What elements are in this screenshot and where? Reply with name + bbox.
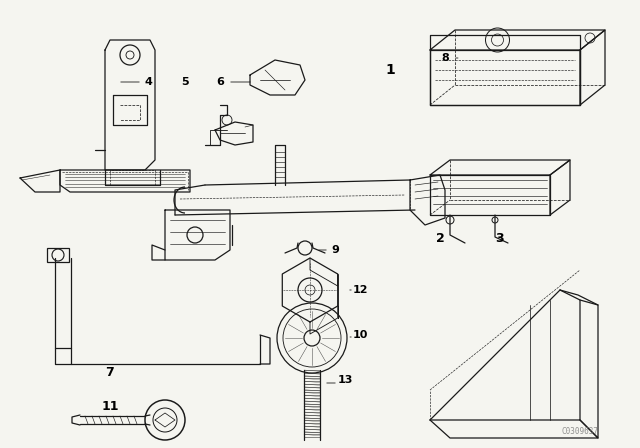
Text: 6: 6 — [216, 77, 224, 87]
Text: 5: 5 — [181, 77, 189, 87]
Text: 8: 8 — [441, 53, 449, 63]
Text: 2: 2 — [436, 232, 444, 245]
Text: 9: 9 — [331, 245, 339, 255]
Text: 10: 10 — [352, 330, 368, 340]
Text: 3: 3 — [496, 232, 504, 245]
Text: 7: 7 — [106, 366, 115, 379]
Text: C0309637: C0309637 — [561, 427, 598, 436]
Text: 4: 4 — [144, 77, 152, 87]
Text: 1: 1 — [385, 63, 395, 77]
Text: 11: 11 — [101, 401, 119, 414]
Text: 13: 13 — [337, 375, 353, 385]
Text: 12: 12 — [352, 285, 368, 295]
Bar — [47, 248, 69, 262]
